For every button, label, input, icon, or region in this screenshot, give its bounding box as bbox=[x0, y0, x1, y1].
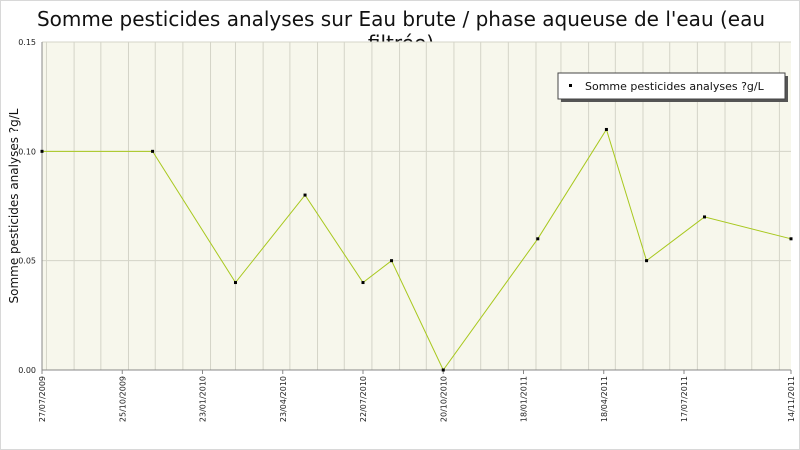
data-point bbox=[151, 149, 155, 153]
data-point bbox=[604, 127, 608, 131]
data-point bbox=[441, 368, 445, 372]
y-axis-label: Somme pesticides analyses ?g/L bbox=[7, 108, 21, 303]
x-tick-label: 23/01/2010 bbox=[199, 376, 208, 422]
legend-label: Somme pesticides analyses ?g/L bbox=[585, 80, 765, 93]
x-tick-label: 18/04/2011 bbox=[600, 376, 609, 422]
data-point bbox=[390, 259, 394, 263]
data-point bbox=[645, 259, 649, 263]
x-tick-label: 14/11/2011 bbox=[787, 376, 796, 422]
x-tick-label: 25/10/2009 bbox=[118, 376, 127, 422]
x-tick-label: 22/07/2010 bbox=[359, 376, 368, 422]
legend-box bbox=[557, 72, 786, 100]
x-tick-label: 27/07/2009 bbox=[38, 376, 47, 422]
data-point bbox=[703, 215, 707, 219]
y-tick-label: 0.15 bbox=[18, 38, 36, 47]
y-tick-label: 0.10 bbox=[18, 147, 36, 156]
x-tick-label: 23/04/2010 bbox=[279, 376, 288, 422]
data-point bbox=[40, 149, 44, 153]
data-point bbox=[303, 193, 307, 197]
data-point bbox=[233, 281, 237, 285]
x-tick-label: 20/10/2010 bbox=[439, 376, 448, 422]
series-line bbox=[42, 128, 792, 371]
x-tick-label: 18/01/2011 bbox=[520, 376, 529, 422]
x-tick-label: 17/07/2011 bbox=[680, 376, 689, 422]
legend-marker bbox=[569, 84, 572, 87]
y-tick-label: 0.05 bbox=[18, 257, 36, 266]
data-point bbox=[361, 281, 365, 285]
data-point bbox=[789, 237, 793, 241]
y-tick-label: 0.00 bbox=[18, 366, 36, 375]
data-point bbox=[536, 237, 540, 241]
